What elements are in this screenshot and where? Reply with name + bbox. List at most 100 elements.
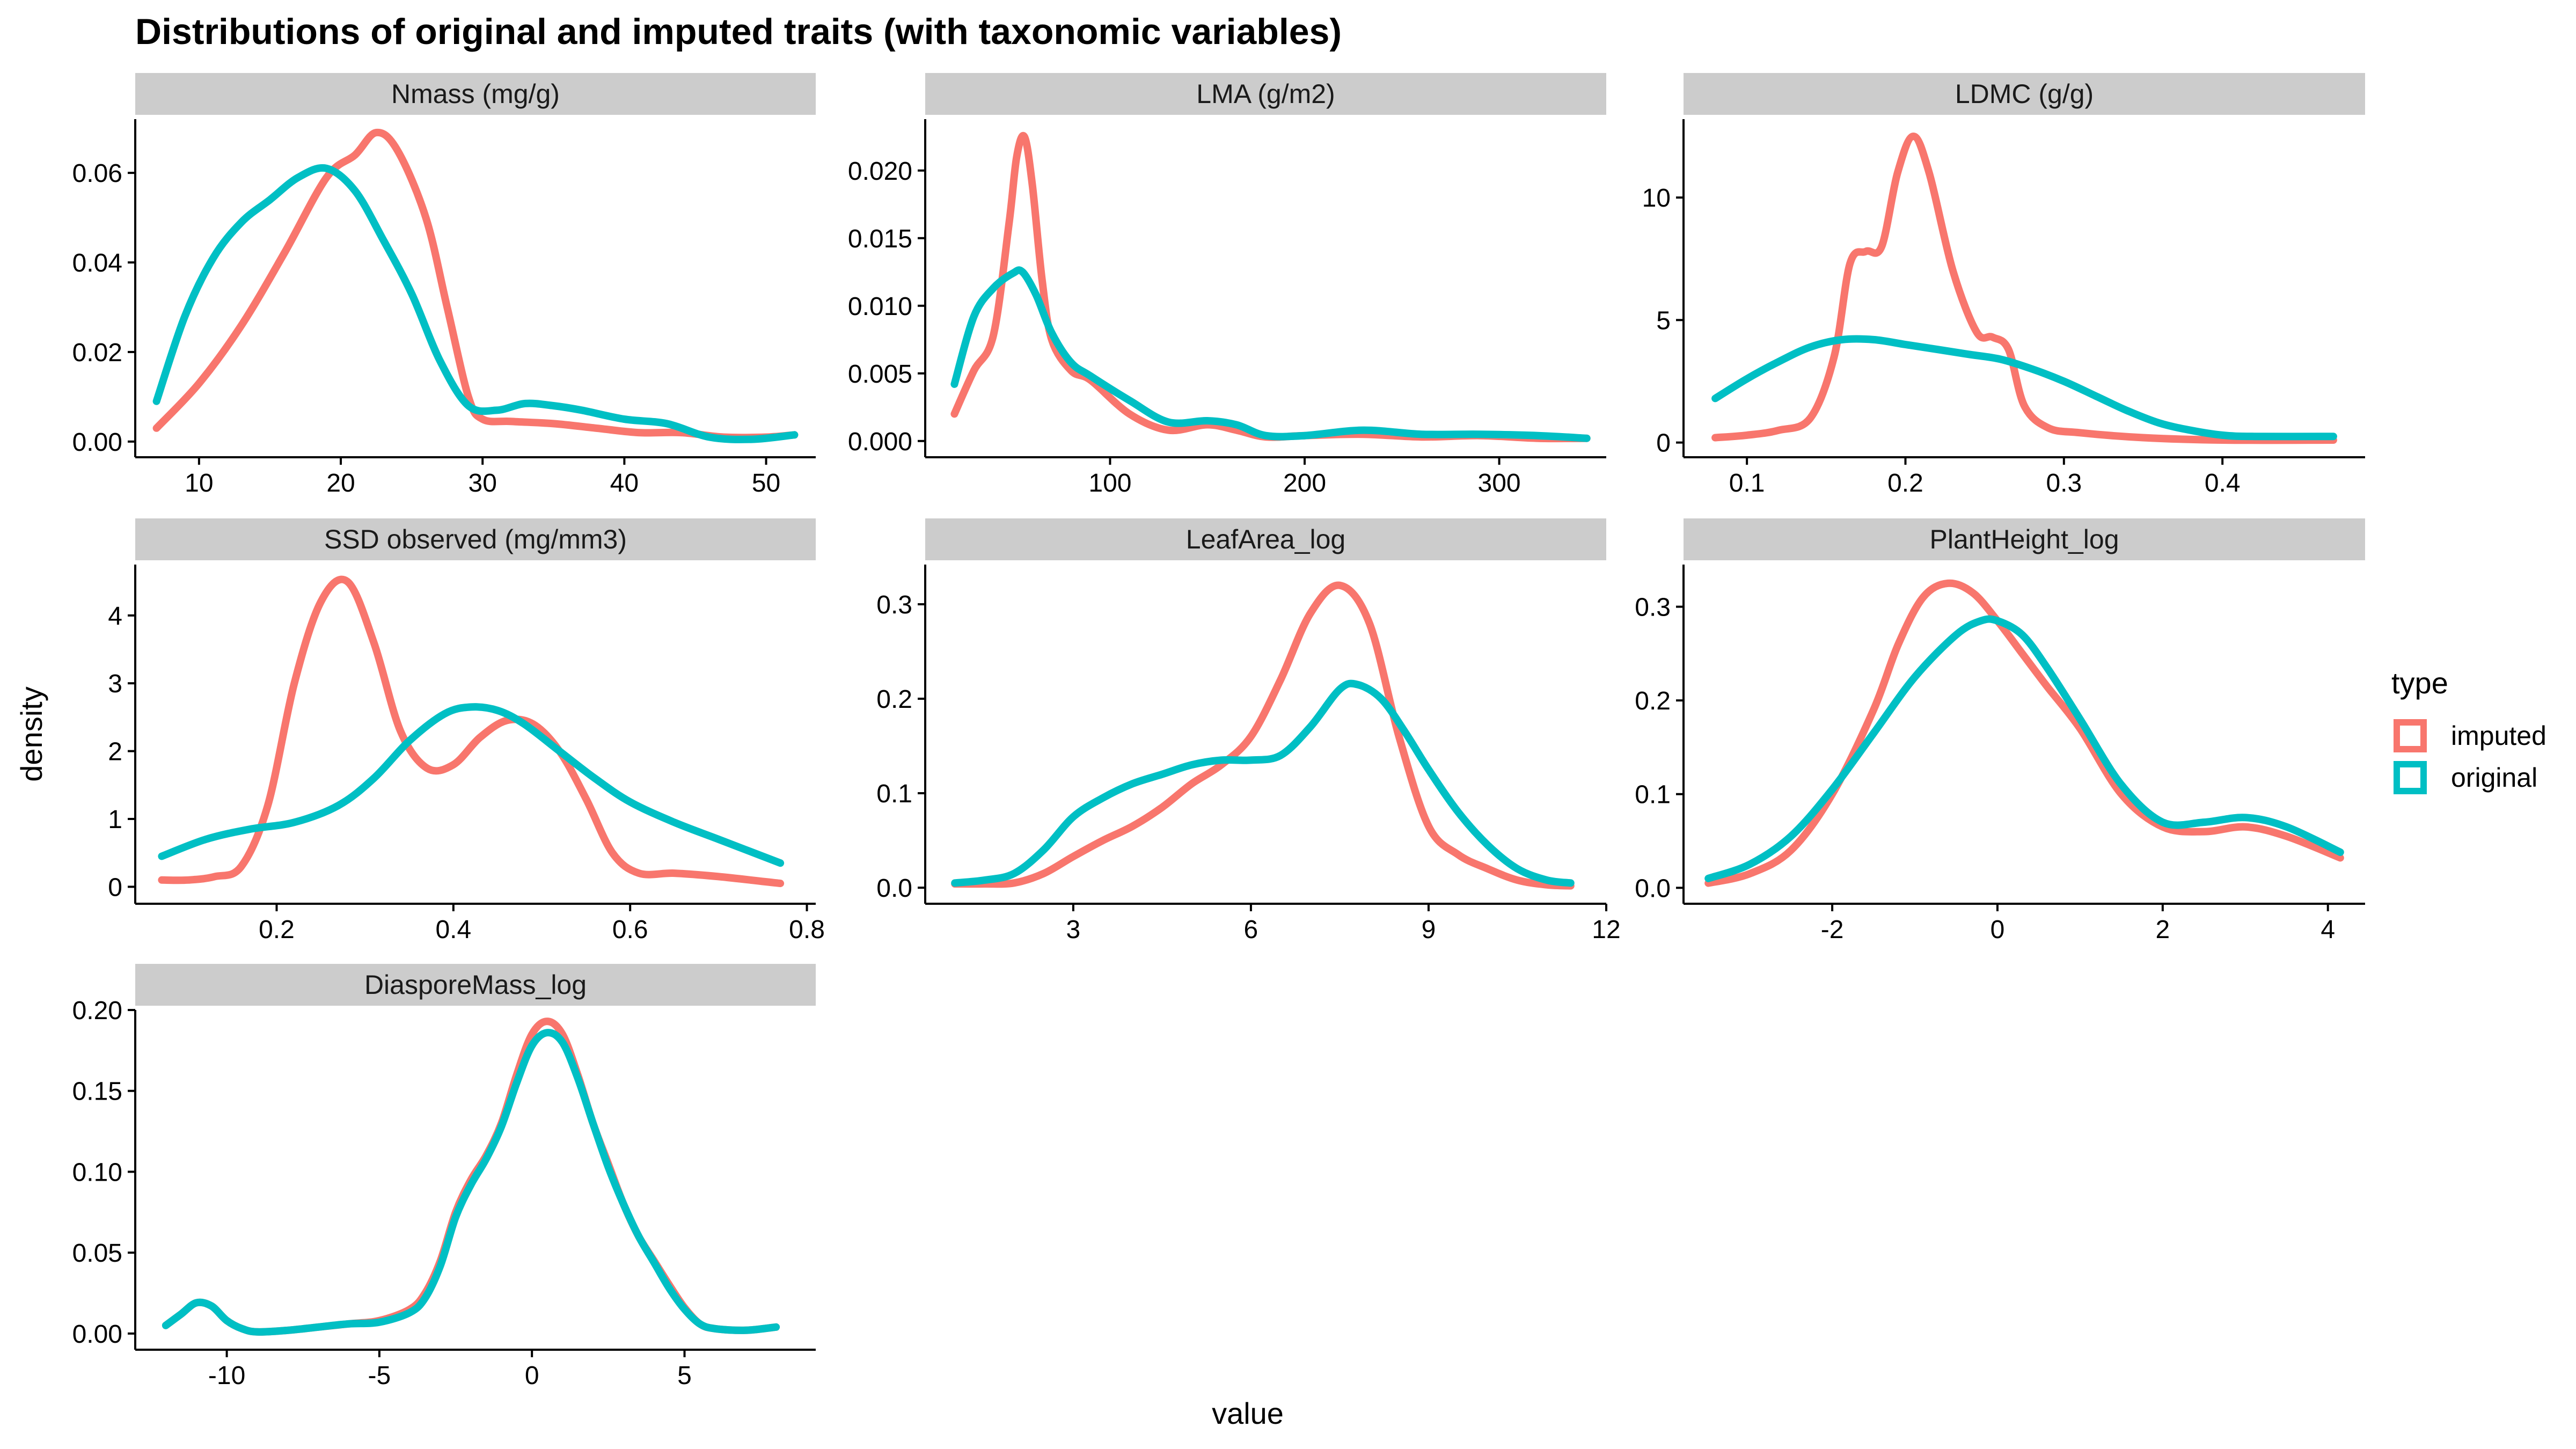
y-tick-label: 3	[108, 670, 122, 698]
y-tick-label: 0.010	[848, 292, 912, 321]
panel-ldmc-g-g: LDMC (g/g) 0.1 0.2 0.3 0.4 0 5 10	[1642, 73, 2365, 497]
panel-diasporemass-log: DiasporeMass_log -10 -5 0 5 0.00 0.05 0.10 0.15 0…	[72, 964, 816, 1390]
legend-label-original: original	[2451, 763, 2537, 793]
panels-group: Nmass (mg/g)10 20 30 40 500.000.020.040.06LM…	[72, 73, 2365, 1390]
y-tick-label: 2	[108, 738, 122, 766]
y-tick-label: 0.1	[876, 780, 912, 808]
x-tick-label: 9	[1422, 916, 1436, 944]
y-tick-label: 0.3	[1635, 594, 1671, 622]
x-tick-label: 0	[525, 1362, 539, 1390]
y-tick-label: 1	[108, 806, 122, 834]
panel-lma-g-m2: LMA (g/m2) 100 200 300 0.000 0.005 0.010 0.015 0…	[848, 73, 1606, 497]
x-tick-label: 40	[610, 469, 639, 497]
y-tick-label: 0.0	[1635, 874, 1671, 903]
legend-key-imputed	[2394, 719, 2427, 752]
strip-diasporemass-log	[135, 964, 816, 1006]
y-axis-title: density	[14, 686, 48, 781]
x-tick-label: 5	[677, 1362, 692, 1390]
series-imputed-line	[950, 131, 1591, 443]
strip-label: LMA (g/m2)	[1196, 79, 1335, 109]
series-original-line	[1704, 615, 2344, 882]
x-tick-label: 0.4	[435, 916, 471, 944]
y-tick-label: 10	[1642, 184, 1671, 213]
strip-label: SSD observed (mg/mm3)	[324, 524, 627, 554]
x-tick-label: 3	[1066, 916, 1081, 944]
series-imputed-line	[1704, 579, 2344, 887]
series-original-line	[152, 164, 799, 443]
x-tick-label: 30	[469, 469, 497, 497]
series-imputed-line	[162, 1018, 780, 1336]
y-tick-label: 0.000	[848, 428, 912, 456]
x-tick-label: 4	[2321, 916, 2335, 944]
strip-leafarea-log	[925, 518, 1606, 560]
x-tick-label: 0.4	[2205, 469, 2241, 497]
x-tick-label: 6	[1244, 916, 1258, 944]
y-tick-label: 0.15	[72, 1078, 122, 1106]
series-original-line	[951, 679, 1575, 887]
x-tick-label: 200	[1283, 469, 1326, 497]
x-tick-label: 100	[1088, 469, 1131, 497]
series-imputed-line	[951, 581, 1575, 890]
panel-plantheight-log: PlantHeight_log -2 0 2 4 0.0 0.1 0.2 0.3	[1635, 518, 2365, 944]
y-tick-label: 4	[108, 602, 122, 631]
strip-label: PlantHeight_log	[1929, 524, 2119, 554]
y-tick-label: 0.00	[72, 428, 122, 457]
series-imputed-line	[1711, 133, 2337, 444]
y-tick-label: 0.3	[876, 591, 912, 619]
x-axis-title: value	[1212, 1396, 1284, 1430]
y-tick-label: 0	[1656, 429, 1671, 458]
x-tick-label: 0.2	[1887, 469, 1923, 497]
strip-lma-g-m2	[925, 73, 1606, 115]
x-tick-label: -5	[368, 1362, 391, 1390]
x-tick-label: 0.1	[1729, 469, 1765, 497]
y-tick-label: 0.1	[1635, 781, 1671, 809]
x-tick-label: 0	[1990, 916, 2005, 944]
x-tick-label: 0.6	[612, 916, 648, 944]
x-tick-label: -10	[208, 1362, 245, 1390]
x-tick-label: 50	[752, 469, 780, 497]
chart-title: Distributions of original and imputed tr…	[135, 11, 1342, 52]
series-original-line	[950, 266, 1591, 442]
strip-label: LDMC (g/g)	[1955, 79, 2094, 109]
panel-nmass-mg-g: Nmass (mg/g) 10 20 30 40 50 0.00 0.02 0.04 0.06	[72, 73, 816, 497]
strip-label: LeafArea_log	[1186, 524, 1345, 554]
y-tick-label: 0.005	[848, 360, 912, 389]
y-tick-label: 0.06	[72, 159, 122, 188]
y-tick-label: 0.05	[72, 1239, 122, 1268]
strip-nmass-mg-g	[135, 73, 816, 115]
series-original-line	[158, 703, 785, 867]
series-original-line	[1711, 335, 2337, 441]
y-tick-label: 0.04	[72, 249, 122, 277]
y-tick-label: 0.00	[72, 1320, 122, 1349]
y-tick-label: 0.10	[72, 1158, 122, 1187]
y-tick-label: 0.20	[72, 997, 122, 1025]
strip-ssd-observed-mg-mm3	[135, 518, 816, 560]
series-imputed-line	[158, 575, 785, 888]
x-tick-label: 20	[326, 469, 355, 497]
legend-title: type	[2391, 666, 2448, 700]
series-imputed-line	[152, 128, 799, 442]
strip-label: Nmass (mg/g)	[391, 79, 560, 109]
y-tick-label: 0.020	[848, 157, 912, 186]
y-tick-label: 0.2	[1635, 687, 1671, 715]
y-tick-label: 0	[108, 873, 122, 902]
x-tick-label: 2	[2155, 916, 2170, 944]
series-original-line	[162, 1029, 780, 1336]
x-tick-label: 300	[1478, 469, 1521, 497]
legend-label-imputed: imputed	[2451, 721, 2546, 751]
y-tick-label: 0.02	[72, 339, 122, 367]
x-tick-label: 0.2	[259, 916, 295, 944]
x-tick-label: 0.8	[789, 916, 825, 944]
y-tick-label: 5	[1656, 306, 1671, 335]
strip-label: DiasporeMass_log	[364, 970, 587, 1000]
legend: type imputed original	[2391, 666, 2546, 794]
panel-ssd-observed-mg-mm3: SSD observed (mg/mm3) 0.2 0.4 0.6 0.8 0 1 2 3 4	[108, 518, 825, 944]
x-tick-label: 10	[185, 469, 213, 497]
strip-plantheight-log	[1684, 518, 2365, 560]
y-tick-label: 0.015	[848, 225, 912, 253]
x-tick-label: -2	[1821, 916, 1844, 944]
x-tick-label: 0.3	[2046, 469, 2082, 497]
x-tick-label: 12	[1592, 916, 1620, 944]
legend-key-original	[2394, 761, 2427, 794]
